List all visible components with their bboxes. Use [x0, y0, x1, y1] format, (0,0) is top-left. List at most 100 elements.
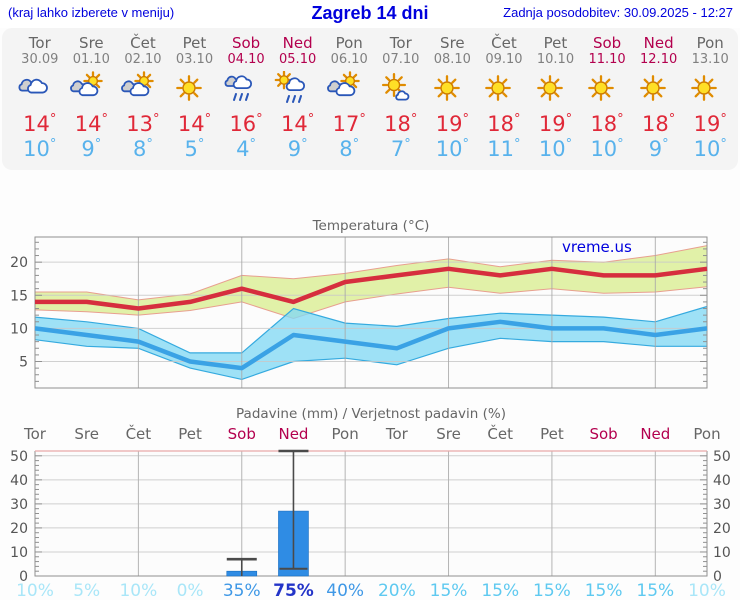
precip-probability: 15% — [636, 581, 674, 600]
day-name: Sob — [231, 34, 261, 52]
svg-text:Sre: Sre — [436, 425, 461, 443]
day-column: Čet 02.10 13° 8° — [117, 34, 169, 170]
svg-text:Tor: Tor — [385, 425, 409, 443]
sun-rain-icon — [272, 71, 324, 111]
sunny-icon — [581, 71, 633, 111]
precip-probability: 10% — [688, 581, 726, 600]
day-date: 05.10 — [279, 51, 317, 67]
max-temperature: 14° — [281, 112, 315, 137]
max-temperature: 19° — [693, 112, 727, 137]
precip-probability: 0% — [177, 581, 204, 600]
day-name: Pon — [335, 34, 363, 52]
day-date: 02.10 — [124, 51, 162, 67]
svg-text:Sob: Sob — [589, 425, 617, 443]
day-name: Sob — [592, 34, 622, 52]
min-temp-line — [34, 319, 708, 371]
svg-text:Tor: Tor — [23, 425, 47, 443]
min-temperature: 10° — [435, 137, 469, 162]
sunny-icon — [684, 71, 736, 111]
svg-text:0: 0 — [713, 569, 722, 585]
header: (kraj lahko izberete v meniju) Zagreb 14… — [0, 0, 740, 28]
day-date: 07.10 — [382, 51, 420, 67]
precip-probability: 10% — [119, 581, 157, 600]
svg-text:0: 0 — [19, 569, 28, 585]
day-column: Sre 01.10 14° 9° — [66, 34, 118, 170]
min-temperature: 11° — [487, 137, 521, 162]
min-temperature: 8° — [339, 137, 360, 162]
sunny-icon — [530, 71, 582, 111]
precip-probability: 15% — [481, 581, 519, 600]
max-temperature: 18° — [384, 112, 418, 137]
min-temperature: 7° — [390, 137, 411, 162]
day-date: 13.10 — [691, 51, 729, 67]
min-temperature: 10° — [693, 137, 727, 162]
day-date: 08.10 — [433, 51, 471, 67]
min-temperature: 4° — [236, 137, 256, 162]
min-temperature: 10° — [590, 137, 624, 162]
precip-probability: 40% — [326, 581, 364, 600]
max-temperature: 14° — [23, 112, 57, 137]
svg-text:Pet: Pet — [178, 425, 202, 443]
day-column: Tor 30.09 14° 10° — [14, 34, 66, 170]
day-column: Pet 10.10 19° 10° — [530, 34, 582, 170]
min-temperature: 10° — [538, 137, 573, 162]
day-name: Pet — [182, 34, 207, 52]
day-column: Sre 08.10 19° 10° — [427, 34, 479, 170]
svg-text:Pon: Pon — [332, 425, 359, 443]
sunny-icon — [169, 71, 221, 111]
svg-text:10: 10 — [10, 321, 28, 337]
day-column: Sob 04.10 16° 4° — [220, 34, 272, 170]
day-name: Pet — [543, 34, 568, 52]
forecast-strip: Tor 30.09 14° 10° Sre 01.10 14° 9° Čet 02.10 13° 8°… — [2, 28, 738, 170]
rain-icon — [220, 71, 272, 111]
min-temperature: 8° — [132, 137, 153, 162]
min-temperature: 9° — [287, 137, 308, 162]
day-name: Tor — [28, 34, 51, 52]
partly-cloudy-icon — [323, 71, 375, 111]
min-temperature: 10° — [23, 137, 57, 162]
max-temperature: 18° — [642, 112, 676, 137]
precip-probability: 35% — [223, 581, 261, 600]
svg-text:Temperatura (°C): Temperatura (°C) — [312, 218, 430, 234]
svg-text:Pon: Pon — [693, 425, 720, 443]
day-column: Sob 11.10 18° 10° — [581, 34, 633, 170]
precip-probability: 20% — [378, 581, 416, 600]
day-name: Ned — [643, 34, 674, 52]
svg-text:20: 20 — [713, 521, 731, 537]
page-title: Zagreb 14 dni — [311, 3, 429, 23]
precip-probability: 75% — [273, 581, 314, 600]
day-column: Čet 09.10 18° 11° — [478, 34, 530, 170]
precip-probability: 10% — [16, 581, 54, 600]
svg-text:30: 30 — [713, 497, 731, 513]
svg-text:5: 5 — [19, 355, 28, 371]
day-date: 04.10 — [227, 51, 265, 67]
sunny-icon — [427, 71, 479, 111]
day-date: 09.10 — [485, 51, 523, 67]
day-column: Ned 05.10 14° 9° — [272, 34, 324, 170]
min-temperature: 9° — [648, 137, 669, 162]
precip-probability: 15% — [430, 581, 468, 600]
partly-cloudy-icon — [66, 71, 118, 111]
day-date: 03.10 — [175, 51, 214, 67]
svg-text:Padavine (mm) / Verjetnost pad: Padavine (mm) / Verjetnost padavin (%) — [236, 406, 506, 422]
location-hint: (kraj lahko izberete v meniju) — [8, 5, 175, 20]
day-column: Pon 13.10 19° 10° — [684, 34, 736, 170]
svg-text:Sob: Sob — [228, 425, 256, 443]
max-temperature: 18° — [590, 112, 624, 137]
svg-text:Ned: Ned — [278, 425, 308, 443]
day-name: Ned — [282, 34, 313, 52]
max-temperature: 13° — [126, 112, 160, 137]
day-name: Sre — [79, 34, 104, 52]
max-temperature: 19° — [435, 112, 469, 137]
day-date: 01.10 — [72, 51, 110, 67]
day-name: Čet — [491, 34, 517, 52]
day-date: 11.10 — [588, 51, 626, 67]
svg-text:15: 15 — [10, 288, 28, 304]
svg-text:Ned: Ned — [640, 425, 670, 443]
day-column: Ned 12.10 18° 9° — [633, 34, 685, 170]
max-temperature: 18° — [487, 112, 521, 137]
day-column: Tor 07.10 18° 7° — [375, 34, 427, 170]
svg-text:40: 40 — [713, 473, 731, 489]
last-updated: Zadnja posodobitev: 30.09.2025 - 12:27 — [503, 5, 733, 20]
precipitation-chart: Padavine (mm) / Verjetnost padavin (%) To… — [10, 406, 731, 600]
